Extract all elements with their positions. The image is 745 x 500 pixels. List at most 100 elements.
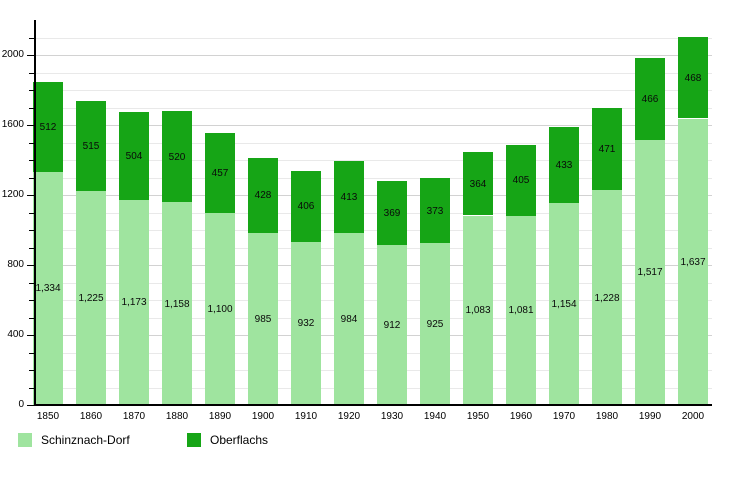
y-tick-minor <box>29 300 35 301</box>
gridline-minor <box>35 247 712 249</box>
value-label-oberflachs: 512 <box>39 121 57 133</box>
x-axis-label-1960: 1960 <box>509 411 533 422</box>
bar-1900-schinznach-dorf <box>248 232 278 405</box>
y-tick-minor <box>29 107 35 109</box>
y-axis-label-400: 400 <box>7 329 24 340</box>
x-axis-label-1850: 1850 <box>36 411 60 422</box>
gridline-major <box>35 335 712 336</box>
x-axis-label-1940: 1940 <box>423 411 447 422</box>
value-label-oberflachs: 468 <box>684 72 702 84</box>
y-tick-minor <box>29 387 35 389</box>
bar-1850-oberflachs <box>33 82 63 172</box>
legend-swatch-oberflachs <box>187 432 201 447</box>
bar-1880-oberflachs <box>162 111 192 203</box>
legend-swatch-schinznach-dorf <box>18 432 32 447</box>
value-label-oberflachs: 428 <box>254 190 272 202</box>
y-tick-minor <box>29 160 35 161</box>
value-label-schinznach-dorf: 932 <box>297 318 315 330</box>
value-label-oberflachs: 406 <box>297 201 315 213</box>
bar-1950-oberflachs <box>463 151 493 216</box>
value-label-schinznach-dorf: 1,228 <box>594 292 620 304</box>
y-tick-minor <box>29 177 35 179</box>
bar-1860-oberflachs <box>76 100 106 191</box>
bar-1940-schinznach-dorf <box>420 243 450 405</box>
bar-1970-oberflachs <box>549 127 579 204</box>
bar-1940-oberflachs <box>420 177 450 244</box>
legend-item-schinznach-dorf: Schinznach-Dorf <box>18 432 130 447</box>
x-axis-label-2000: 2000 <box>681 411 705 422</box>
value-label-oberflachs: 471 <box>598 143 616 155</box>
bar-1960-oberflachs <box>506 144 536 216</box>
bar-1890-oberflachs <box>205 132 235 213</box>
value-label-schinznach-dorf: 1,154 <box>551 299 577 310</box>
gridline-minor <box>35 317 712 319</box>
gridline-major <box>35 265 712 266</box>
chart-legend: Schinznach-Dorf Oberflachs <box>0 432 745 448</box>
x-axis-label-1950: 1950 <box>466 411 490 422</box>
bar-1910-schinznach-dorf <box>291 241 321 405</box>
y-axis-label-0: 0 <box>18 399 24 410</box>
y-tick-minor <box>29 37 35 39</box>
x-axis-label-1990: 1990 <box>638 411 662 422</box>
value-label-schinznach-dorf: 1,334 <box>35 283 61 295</box>
bar-1980-schinznach-dorf <box>592 190 622 405</box>
value-label-schinznach-dorf: 1,173 <box>121 297 147 309</box>
gridline-minor <box>35 142 712 144</box>
bar-1970-schinznach-dorf <box>549 203 579 405</box>
bar-1920-schinznach-dorf <box>334 232 364 405</box>
x-axis-label-1920: 1920 <box>337 411 361 422</box>
bar-2000-schinznach-dorf <box>678 118 708 405</box>
value-label-schinznach-dorf: 925 <box>426 319 444 331</box>
y-tick-minor <box>29 212 35 214</box>
y-tick-minor <box>29 72 35 74</box>
gridline-minor <box>35 352 712 354</box>
value-label-schinznach-dorf: 985 <box>254 313 272 325</box>
gridline-minor <box>35 177 712 179</box>
bar-1860-schinznach-dorf <box>76 190 106 405</box>
value-label-oberflachs: 515 <box>82 140 100 152</box>
gridline-minor <box>35 107 712 109</box>
x-axis-label-1890: 1890 <box>208 411 232 422</box>
y-tick-minor <box>29 352 35 354</box>
y-axis-label-800: 800 <box>7 259 24 270</box>
bar-1870-schinznach-dorf <box>119 199 149 405</box>
gridline-minor <box>35 160 712 161</box>
value-label-oberflachs: 466 <box>641 93 659 105</box>
value-label-schinznach-dorf: 1,083 <box>465 305 491 317</box>
gridline-major <box>35 125 712 126</box>
value-label-oberflachs: 364 <box>469 178 487 190</box>
y-tick-major <box>27 125 35 126</box>
bar-2000-oberflachs <box>678 36 708 119</box>
y-tick-minor <box>29 282 35 284</box>
value-label-schinznach-dorf: 1,158 <box>164 298 190 310</box>
x-axis-label-1880: 1880 <box>165 411 189 422</box>
legend-label-oberflachs: Oberflachs <box>210 432 269 447</box>
value-label-oberflachs: 520 <box>168 151 186 163</box>
bar-1910-oberflachs <box>291 170 321 242</box>
y-tick-major <box>27 405 35 406</box>
value-label-oberflachs: 369 <box>383 208 401 220</box>
bar-1930-schinznach-dorf <box>377 245 407 405</box>
y-axis-label-1600: 1600 <box>1 119 24 130</box>
gridline-minor <box>35 37 712 39</box>
y-axis-line <box>34 20 36 405</box>
value-label-schinznach-dorf: 1,225 <box>78 292 104 304</box>
gridline-minor <box>35 282 712 284</box>
gridline-minor <box>35 370 712 371</box>
value-label-schinznach-dorf: 1,517 <box>637 267 663 279</box>
x-axis-label-1860: 1860 <box>79 411 103 422</box>
bar-1880-schinznach-dorf <box>162 202 192 405</box>
value-label-oberflachs: 413 <box>340 191 358 203</box>
gridline-minor <box>35 72 712 74</box>
y-tick-major <box>27 195 35 196</box>
bar-1950-schinznach-dorf <box>463 215 493 405</box>
bar-1890-schinznach-dorf <box>205 212 235 405</box>
value-label-oberflachs: 405 <box>512 175 530 187</box>
bar-1960-schinznach-dorf <box>506 215 536 405</box>
y-tick-minor <box>29 317 35 319</box>
value-label-oberflachs: 373 <box>426 205 444 217</box>
value-label-oberflachs: 433 <box>555 160 573 172</box>
y-tick-minor <box>29 370 35 371</box>
gridline-minor <box>35 300 712 301</box>
